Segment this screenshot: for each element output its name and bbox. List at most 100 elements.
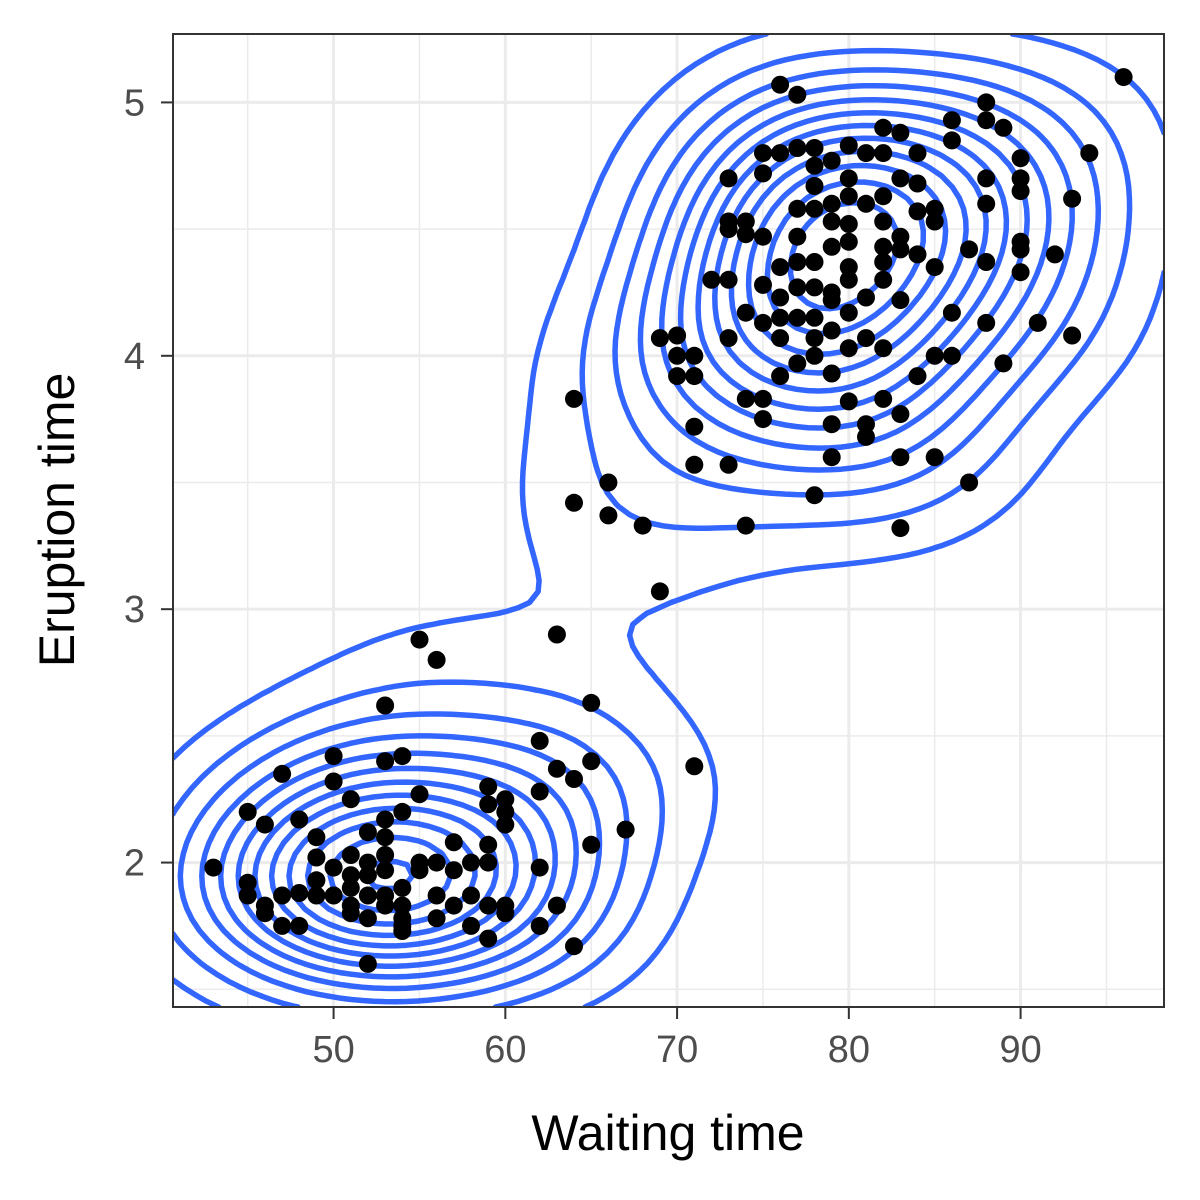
data-point [788,85,807,104]
data-point [771,258,790,277]
data-point [358,909,377,928]
data-point [805,346,824,365]
data-point [376,846,395,864]
x-tick-label: 50 [312,1029,354,1071]
data-point [358,954,377,973]
data-point [925,448,944,467]
data-point [410,630,429,649]
data-point [479,853,498,872]
data-point [874,187,893,206]
data-point [754,227,772,246]
data-point [754,144,772,163]
data-point [393,896,412,915]
data-point [805,199,824,218]
data-point [736,389,755,408]
data-point [754,313,772,332]
data-point [805,278,824,297]
data-point [685,367,704,386]
data-point [307,848,326,867]
data-point [1011,263,1030,282]
data-point [616,820,635,839]
data-point [1045,245,1064,264]
data-point [805,308,824,327]
data-point [925,258,944,277]
panel-border [172,33,1165,1008]
data-point [307,886,326,905]
data-point [822,321,841,340]
data-point [891,240,910,259]
data-point [273,916,292,935]
y-tick-label: 4 [124,336,145,378]
data-point [530,782,549,801]
y-axis: 2 3 4 5 [124,82,173,885]
data-point [839,136,858,155]
x-axis-title: Waiting time [531,1105,804,1161]
data-point [376,752,395,771]
data-point [736,212,755,231]
data-point [427,853,446,872]
data-point [341,866,360,885]
data-point [908,367,927,386]
data-point [788,308,807,327]
data-point [530,916,549,935]
data-point [273,886,292,905]
data-point [719,455,738,474]
data-point [376,896,395,915]
data-point [839,215,858,233]
data-point [324,886,343,905]
data-point [668,326,687,345]
data-point [805,486,824,505]
data-point [857,415,875,434]
data-point [668,346,687,365]
data-point [668,367,687,386]
data-point [702,270,721,289]
data-point [444,833,463,852]
data-point [427,909,446,928]
data-point [805,139,824,157]
data-point [427,886,446,905]
data-point [891,123,910,142]
data-point [857,144,875,163]
data-point [891,448,910,467]
data-point [822,151,841,170]
data-point [771,367,790,386]
data-point [599,506,618,525]
data-point [942,303,961,322]
y-tick-label: 2 [124,843,145,885]
data-point [942,346,961,365]
data-point [822,364,841,383]
data-point [685,346,704,365]
data-point [754,410,772,429]
data-point [857,288,875,307]
data-point [994,354,1013,373]
data-point [685,417,704,436]
data-point [977,313,996,332]
data-point [1011,169,1030,188]
data-point [290,810,309,829]
data-point [857,329,875,348]
data-point [565,389,583,408]
data-point [358,823,377,842]
data-point [822,291,841,310]
data-point [839,258,858,277]
data-point [788,139,807,157]
data-point [908,245,927,264]
data-point [496,790,515,809]
data-point [255,904,274,923]
data-point [393,922,412,940]
data-point [565,770,583,788]
data-point [942,131,961,150]
y-tick-label: 5 [124,82,145,124]
data-point [650,329,669,348]
data-point [891,169,910,188]
data-point [736,225,755,244]
data-point [788,199,807,218]
data-point [496,815,515,834]
data-point [942,111,961,130]
data-point [771,144,790,163]
x-tick-label: 70 [656,1029,698,1071]
data-point [857,427,875,446]
data-point [788,354,807,373]
data-point [393,802,412,821]
data-point [290,884,309,902]
